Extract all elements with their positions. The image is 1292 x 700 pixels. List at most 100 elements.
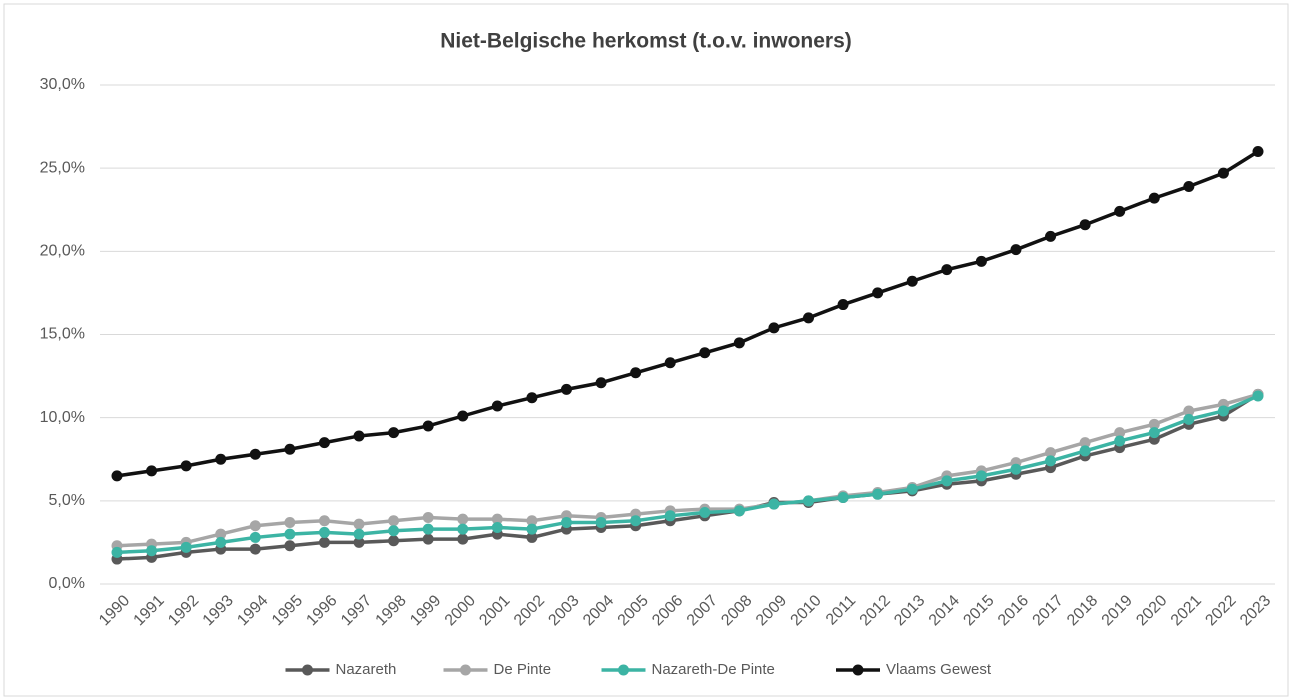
- point: [111, 470, 123, 482]
- point: [803, 495, 815, 507]
- legend-label: Nazareth: [336, 661, 397, 678]
- point: [249, 543, 261, 555]
- series-line: [116, 394, 1259, 555]
- point: [630, 515, 642, 527]
- point: [768, 498, 780, 510]
- point: [318, 437, 330, 449]
- series-line: [116, 392, 1259, 561]
- point: [975, 255, 987, 267]
- point: [664, 357, 676, 369]
- point: [1148, 427, 1160, 439]
- y-tick-label: 10,0%: [40, 409, 85, 426]
- point: [872, 488, 884, 500]
- point: [146, 465, 158, 477]
- legend-marker: [618, 664, 629, 676]
- point: [318, 526, 330, 538]
- legend-marker: [302, 664, 313, 676]
- point: [284, 540, 296, 552]
- point: [1217, 405, 1229, 417]
- point: [560, 383, 572, 395]
- legend-label: Vlaams Gewest: [886, 661, 992, 678]
- point: [733, 337, 745, 349]
- y-tick-label: 15,0%: [40, 326, 85, 343]
- y-tick-label: 20,0%: [40, 243, 85, 260]
- point: [1045, 455, 1057, 467]
- point: [215, 536, 227, 548]
- point: [422, 420, 434, 432]
- series-line: [116, 392, 1259, 548]
- point: [180, 541, 192, 553]
- point: [630, 367, 642, 379]
- point: [1114, 427, 1126, 439]
- point: [318, 515, 330, 527]
- y-tick-label: 30,0%: [40, 76, 85, 93]
- y-tick-label: 25,0%: [40, 159, 85, 176]
- point: [733, 505, 745, 517]
- y-tick-label: 5,0%: [49, 492, 85, 509]
- point: [1045, 447, 1057, 459]
- series-line: [116, 150, 1259, 478]
- point: [284, 516, 296, 528]
- point: [491, 513, 503, 525]
- point: [388, 525, 400, 537]
- point: [318, 536, 330, 548]
- point: [353, 536, 365, 548]
- point: [422, 533, 434, 545]
- legend-label: Nazareth-De Pinte: [652, 661, 775, 678]
- point: [457, 513, 469, 525]
- point: [526, 523, 538, 535]
- point: [1114, 205, 1126, 217]
- point: [1079, 437, 1091, 449]
- legend-label: De Pinte: [494, 661, 552, 678]
- point: [1183, 413, 1195, 425]
- point: [595, 516, 607, 528]
- point: [1217, 167, 1229, 179]
- point: [803, 312, 815, 324]
- legend-marker: [852, 664, 864, 676]
- point: [975, 470, 987, 482]
- point: [422, 523, 434, 535]
- point: [249, 448, 261, 460]
- chart-title: Niet-Belgische herkomst (t.o.v. inwoners…: [440, 30, 852, 53]
- point: [491, 521, 503, 533]
- point: [111, 546, 123, 558]
- point: [146, 545, 158, 557]
- chart-border: [3, 3, 1289, 697]
- point: [353, 528, 365, 540]
- point: [837, 492, 849, 504]
- legend-marker: [460, 664, 471, 676]
- point: [180, 460, 192, 472]
- point: [1183, 180, 1195, 192]
- point: [1079, 219, 1091, 231]
- point: [215, 528, 227, 540]
- point: [768, 322, 780, 334]
- point: [422, 511, 434, 523]
- point: [526, 392, 538, 404]
- point: [353, 430, 365, 442]
- point: [595, 377, 607, 389]
- point: [872, 287, 884, 299]
- point: [284, 528, 296, 540]
- point: [388, 515, 400, 527]
- point: [1010, 244, 1022, 256]
- point: [906, 275, 918, 287]
- point: [457, 523, 469, 535]
- point: [837, 299, 849, 311]
- point: [1252, 146, 1264, 158]
- point: [1114, 435, 1126, 447]
- point: [699, 506, 711, 518]
- point: [284, 443, 296, 455]
- point: [457, 410, 469, 422]
- point: [388, 427, 400, 439]
- y-tick-label: 0,0%: [49, 575, 85, 592]
- point: [353, 518, 365, 530]
- point: [699, 347, 711, 359]
- point: [1045, 230, 1057, 242]
- point: [388, 535, 400, 547]
- point: [526, 531, 538, 543]
- point: [941, 475, 953, 487]
- point: [1079, 445, 1091, 457]
- point: [249, 531, 261, 543]
